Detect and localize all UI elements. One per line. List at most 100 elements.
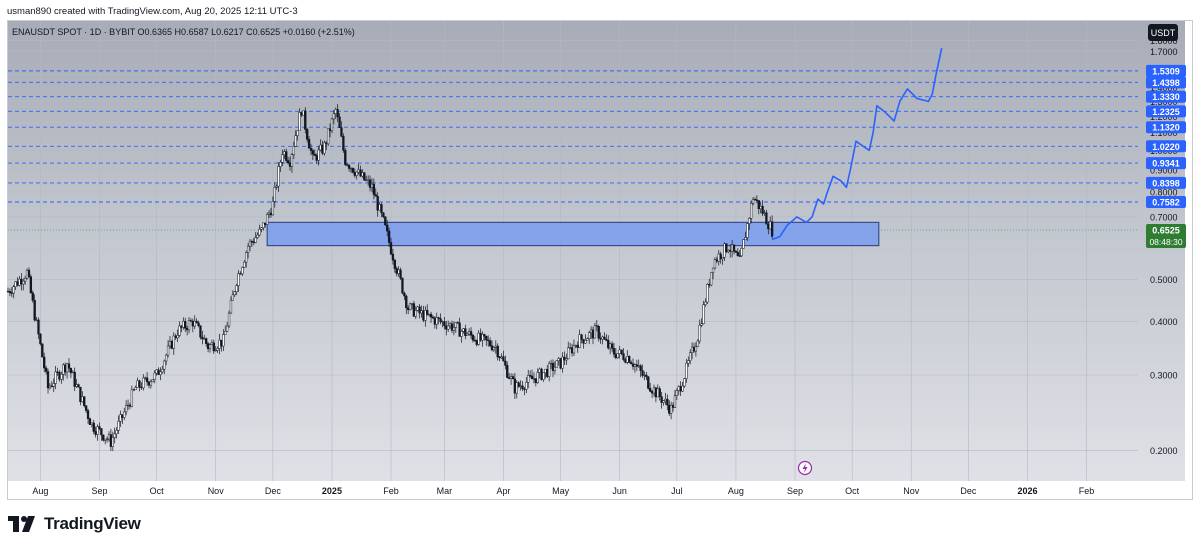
candle-body [65, 363, 69, 373]
x-tick-label: Feb [383, 486, 399, 496]
candle-body [692, 346, 696, 352]
candle-body [738, 255, 741, 257]
candle-body [159, 371, 162, 375]
level-price-text: 1.4398 [1152, 78, 1180, 88]
candle-body [178, 325, 181, 336]
candle-body [481, 334, 484, 341]
candle-body [35, 319, 38, 321]
candle-body [405, 295, 408, 309]
candle-body [511, 376, 515, 380]
candle-body [408, 303, 412, 310]
candle-body [578, 334, 581, 348]
candle-body [214, 349, 217, 352]
candle-body [690, 346, 694, 354]
candle-body [239, 273, 242, 275]
candle-body [90, 422, 93, 425]
candle-body [225, 325, 229, 332]
candle-body [584, 340, 587, 344]
projection-path[interactable] [771, 47, 943, 241]
candle-body [713, 259, 717, 269]
candle-body [635, 364, 638, 367]
candle-body [319, 144, 322, 151]
candle-body [147, 381, 151, 386]
footer-brand[interactable]: TradingView [8, 513, 141, 535]
candle-body [334, 109, 337, 114]
candle-body [410, 303, 414, 305]
candle-body [561, 356, 564, 369]
candle-body [622, 353, 625, 360]
candle-body [477, 332, 480, 345]
candle-body [588, 332, 591, 339]
candle-body [309, 147, 313, 151]
candle-body [536, 372, 539, 383]
candle-body [471, 335, 475, 341]
candle-body [111, 437, 114, 447]
candle-body [12, 286, 15, 294]
candle-body [647, 376, 650, 389]
candle-body [574, 344, 578, 347]
candle-body [41, 343, 44, 358]
candle-body [420, 310, 423, 314]
tradingview-logo-icon [8, 516, 35, 532]
candle-body [540, 368, 543, 380]
candle-body [144, 377, 147, 379]
candle-body [488, 340, 492, 347]
candle-body [382, 212, 385, 218]
candle-body [368, 179, 372, 188]
candle-body [264, 222, 267, 225]
candle-body [704, 301, 707, 305]
candle-body [650, 391, 654, 394]
candle-body [323, 142, 326, 154]
candle-body [195, 320, 198, 324]
candle-body [180, 325, 183, 328]
x-tick-label: Sep [91, 486, 107, 496]
candle-body [559, 358, 562, 369]
candle-body [281, 154, 284, 163]
candle-body [197, 322, 200, 326]
candle-body [298, 112, 301, 131]
candle-body [142, 377, 145, 389]
candle-body [222, 334, 225, 347]
demand-zone[interactable] [266, 221, 880, 247]
candle-body [546, 368, 549, 377]
candle-body [155, 369, 158, 374]
candle-body [56, 371, 59, 373]
candle-body [273, 187, 276, 202]
candle-body [572, 344, 576, 354]
candle-body [311, 150, 315, 155]
y-tick-label: 0.3000 [1150, 371, 1178, 381]
candle-body [757, 200, 760, 210]
candle-body [729, 250, 732, 252]
y-tick-label: 0.4000 [1150, 317, 1178, 327]
level-price-text: 1.2325 [1152, 107, 1180, 117]
currency-badge[interactable] [1148, 24, 1178, 41]
candle-body [469, 331, 473, 336]
candle-body [113, 433, 116, 438]
candle-body [439, 318, 442, 322]
candle-body [69, 368, 73, 374]
last-price-text: 0.6525 [1152, 226, 1180, 236]
candle-body [355, 171, 358, 176]
y-tick-label: 0.5000 [1150, 275, 1178, 285]
candle-body [633, 364, 637, 367]
candle-body [589, 329, 593, 333]
chart-credit: usman890 created with TradingView.com, A… [7, 6, 298, 17]
candle-body [254, 237, 257, 243]
candle-body [528, 375, 532, 377]
candle-body [687, 360, 690, 364]
level-price-badge [1146, 121, 1186, 134]
candle-body [500, 356, 503, 359]
candle-body [601, 336, 604, 340]
candle-body [599, 337, 602, 340]
candle-body [643, 374, 646, 377]
candle-body [671, 404, 675, 408]
candle-body [184, 321, 187, 329]
candle-body [206, 343, 210, 350]
candle-body [641, 370, 644, 376]
candle-body [172, 335, 175, 349]
candle-body [435, 317, 438, 325]
candle-body [286, 160, 290, 164]
candle-body [456, 322, 459, 324]
candle-body [677, 386, 680, 391]
